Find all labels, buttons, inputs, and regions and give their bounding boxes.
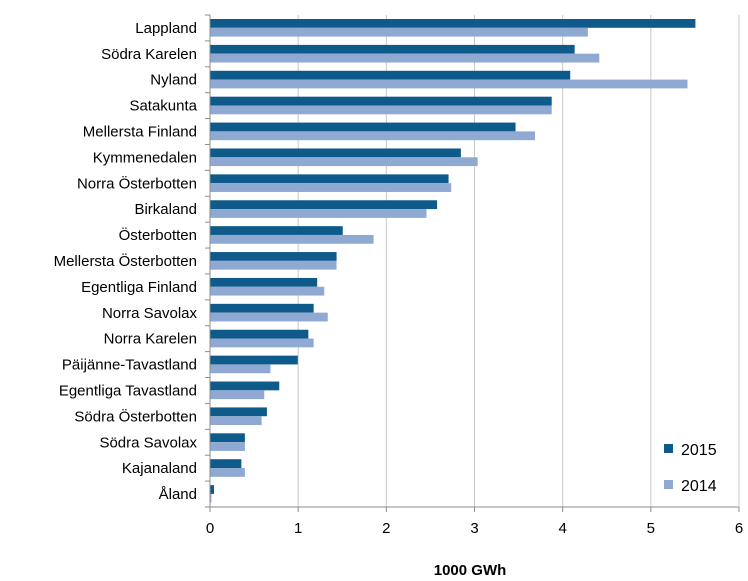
x-tick-label: 5 — [647, 520, 655, 537]
bar-2015-2 — [210, 70, 571, 80]
bar-2015-12 — [210, 329, 309, 339]
x-tick-label: 6 — [735, 520, 743, 537]
category-label: Åland — [159, 486, 197, 503]
bar-2015-6 — [210, 174, 449, 184]
bar-2014-0 — [210, 27, 588, 37]
category-label: Satakunta — [129, 98, 197, 115]
bar-2014-1 — [210, 53, 600, 63]
category-label: Mellersta Finland — [83, 124, 197, 141]
bar-2015-13 — [210, 355, 298, 365]
legend-swatch-2014 — [664, 480, 673, 489]
bar-2014-7 — [210, 209, 427, 218]
category-label: Kymmenedalen — [93, 149, 197, 166]
x-tick-label: 3 — [470, 520, 478, 537]
x-axis-title: 1000 GWh — [434, 562, 507, 579]
bar-2014-13 — [210, 364, 271, 374]
category-label: Norra Karelen — [104, 331, 197, 348]
category-label: Birkaland — [134, 201, 197, 218]
bar-2014-15 — [210, 416, 262, 426]
bar-2015-0 — [210, 19, 696, 28]
category-label: Egentliga Tavastland — [59, 382, 197, 399]
bar-2015-3 — [210, 96, 552, 106]
bar-2014-11 — [210, 312, 328, 322]
grid-lines — [297, 15, 740, 507]
category-label: Norra Österbotten — [77, 174, 197, 192]
legend-label-2015: 2015 — [681, 442, 717, 459]
bar-2014-6 — [210, 183, 452, 192]
legend-swatch-2015 — [664, 444, 673, 453]
bar-2015-18 — [210, 485, 215, 494]
category-label: Södra Savolax — [99, 434, 197, 451]
category-label: Kajanaland — [122, 460, 197, 477]
x-tick-label: 1 — [294, 520, 302, 537]
category-label: Nyland — [150, 72, 197, 89]
bar-2014-12 — [210, 338, 314, 348]
bar-2014-5 — [210, 157, 478, 167]
bar-2015-11 — [210, 303, 314, 313]
bar-2015-15 — [210, 407, 267, 417]
bar-2014-4 — [210, 131, 535, 141]
bar-2015-9 — [210, 252, 337, 261]
bar-2015-1 — [210, 44, 575, 54]
x-tick-labels: 0 1 2 3 4 5 6 — [206, 520, 743, 537]
bar-2015-5 — [210, 148, 461, 158]
category-labels: Lappland Södra Karelen Nyland Satakunta Mell… — [54, 20, 198, 503]
bar-2015-8 — [210, 226, 343, 235]
category-label: Lappland — [135, 20, 197, 37]
category-label: Egentliga Finland — [81, 279, 197, 296]
category-label: Mellersta Österbotten — [54, 252, 197, 270]
bar-2014-9 — [210, 260, 337, 270]
bar-2014-14 — [210, 390, 265, 400]
bar-2014-2 — [210, 79, 688, 89]
category-label: Österbotten — [119, 226, 197, 244]
bar-2014-16 — [210, 442, 245, 451]
category-label: Norra Savolax — [102, 305, 198, 322]
bar-2014-10 — [210, 286, 325, 296]
bars — [210, 19, 696, 503]
axes — [205, 14, 740, 512]
legend-label-2014: 2014 — [681, 478, 717, 495]
bar-2015-17 — [210, 459, 242, 469]
category-label: Päijänne-Tavastland — [62, 357, 197, 374]
bar-2015-14 — [210, 381, 280, 391]
bar-2014-18 — [210, 493, 212, 503]
bar-2014-8 — [210, 234, 374, 244]
legend: 2015 2014 — [664, 442, 717, 495]
bar-2015-10 — [210, 277, 318, 287]
category-label: Södra Karelen — [101, 46, 197, 63]
bar-2015-4 — [210, 122, 516, 132]
bar-2015-16 — [210, 433, 245, 443]
x-tick-label: 4 — [558, 520, 566, 537]
x-tick-label: 2 — [382, 520, 390, 537]
x-tick-label: 0 — [206, 520, 214, 537]
bar-2014-3 — [210, 105, 552, 115]
bar-2015-7 — [210, 200, 438, 210]
bar-2014-17 — [210, 468, 245, 477]
category-label: Södra Österbotten — [74, 407, 197, 425]
